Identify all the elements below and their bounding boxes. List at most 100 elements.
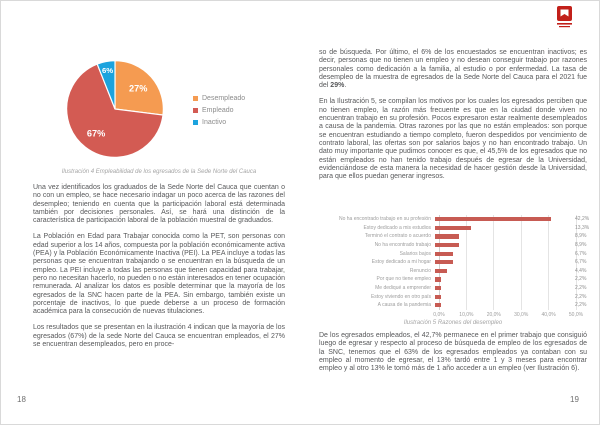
bar-category-label: Estoy dedicado a mis estudios xyxy=(363,224,431,231)
bar-row: No ha encontrado trabajo en su profesión… xyxy=(319,215,590,224)
gridline xyxy=(493,215,495,310)
bold-statistic: 29% xyxy=(330,82,345,90)
paragraph: La Población en Edad para Trabajar conoc… xyxy=(33,233,285,316)
bar-category-label: Salarios bajos xyxy=(399,250,431,257)
bar-category-label: Estoy viviendo en otro país xyxy=(370,293,431,300)
x-axis-tick: 0,0% xyxy=(433,311,445,318)
bar-value-label: 8,9% xyxy=(575,233,587,240)
bar-chart-x-axis: 0,0% 10,0% 20,0% 30,0% 40,0% 50,0% xyxy=(433,311,583,321)
page-number-right: 19 xyxy=(570,395,579,404)
bar-track xyxy=(435,260,572,265)
bar-value-label: 42,2% xyxy=(575,216,590,223)
bar-category-label: Estoy dedicado a mi hogar xyxy=(371,259,431,266)
bar xyxy=(435,260,454,265)
bar xyxy=(435,242,460,248)
bar-row: A causa de la pandemia 2,2% xyxy=(319,301,587,310)
bar-value-label: 6,7% xyxy=(575,259,587,266)
bar-category-label: Me dediqué a emprender xyxy=(375,285,431,292)
pie-slice-desempleado xyxy=(114,60,164,116)
bar-row: Estoy viviendo en otro país 2,2% xyxy=(319,292,587,301)
gridline xyxy=(465,215,467,310)
x-axis-tick: 10,0% xyxy=(459,311,474,318)
bar-value-label: 8,9% xyxy=(575,242,587,249)
pie-slice-label: 67% xyxy=(87,129,105,139)
left-page: 27% 67% 6% Desempleado Empleado Inactivo Ilu… xyxy=(33,1,285,424)
right-page-text-bottom: De los egresados empleados, el 42,7% per… xyxy=(319,332,587,381)
bar-category-label: Por que no tiene empleo xyxy=(376,276,431,283)
pie-slice-inactivo xyxy=(96,60,116,110)
bar-chart-figure: No ha encontrado trabajo en su profesión… xyxy=(319,215,590,321)
bar-track xyxy=(435,217,572,222)
bar-value-label: 2,2% xyxy=(575,285,587,292)
bar-track xyxy=(435,303,572,308)
bar-track xyxy=(435,225,572,230)
pie-slice-label: 27% xyxy=(129,84,147,94)
bar xyxy=(435,277,442,282)
bar-track xyxy=(435,285,572,291)
left-page-text: Una vez identificados los graduados de l… xyxy=(33,184,285,357)
bar-track xyxy=(435,277,572,282)
university-logo-icon xyxy=(557,6,572,28)
gridline xyxy=(520,215,522,310)
pie-slice-label: 6% xyxy=(102,66,113,75)
legend-item-desempleado: Desempleado xyxy=(193,95,245,102)
right-page-text: so de búsqueda. Por último, el 6% de los… xyxy=(319,49,587,189)
bar-category-label: Renuncio xyxy=(409,267,431,274)
bar-track xyxy=(435,242,572,248)
bar xyxy=(435,217,551,222)
bar-row: Estoy dedicado a mi hogar 6,7% xyxy=(319,258,587,267)
bar-track xyxy=(435,234,572,239)
bar-row: Estoy dedicado a mis estudios 13,3% xyxy=(319,224,590,233)
bar-row: Renuncio 4,4% xyxy=(319,267,587,276)
bar-row: Salarios bajos 6,7% xyxy=(319,249,587,258)
pie-chart-figure: 27% 67% 6% Desempleado Empleado Inactivo xyxy=(33,51,285,169)
bar-row: Terminó el contrato o acuerdo 8,9% xyxy=(319,232,587,241)
bar xyxy=(435,303,442,308)
gridline xyxy=(548,215,550,310)
legend-swatch-icon xyxy=(193,96,198,101)
paragraph: Una vez identificados los graduados de l… xyxy=(33,184,285,225)
bar-row: Me dediqué a emprender 2,2% xyxy=(319,284,587,293)
legend-swatch-icon xyxy=(193,108,198,113)
figure5-caption: Ilustración 5 Razones del desempleo xyxy=(403,320,503,326)
bar-row: No ha encontrado trabajo 8,9% xyxy=(319,241,587,250)
x-axis-tick: 40,0% xyxy=(541,311,556,318)
bar xyxy=(435,285,442,291)
x-axis-tick: 20,0% xyxy=(486,311,501,318)
bar xyxy=(435,268,448,273)
gridline xyxy=(575,215,577,310)
page-number-left: 18 xyxy=(17,395,26,404)
bar-value-label: 2,2% xyxy=(575,302,587,309)
bar xyxy=(435,234,460,239)
legend-item-empleado: Empleado xyxy=(193,107,245,114)
bar xyxy=(435,294,442,299)
bar-row: Por que no tiene empleo 2,2% xyxy=(319,275,587,284)
bar-track xyxy=(435,294,572,299)
legend-label: Empleado xyxy=(202,107,234,114)
bar-category-label: A causa de la pandemia xyxy=(377,302,431,309)
pie-slice-empleado xyxy=(66,63,164,158)
pie-legend: Desempleado Empleado Inactivo xyxy=(193,95,245,131)
right-page: so de búsqueda. Por último, el 6% de los… xyxy=(319,1,590,424)
legend-label: Inactivo xyxy=(202,119,227,126)
bar-value-label: 6,7% xyxy=(575,250,587,257)
bar xyxy=(435,225,472,230)
bar-value-label: 13,3% xyxy=(575,224,590,231)
x-axis-tick: 50,0% xyxy=(568,311,584,318)
bar-track xyxy=(435,251,572,256)
bar-category-label: Terminó el contrato o acuerdo xyxy=(364,233,431,240)
figure4-caption: Ilustración 4 Empleabilidad de los egres… xyxy=(61,169,257,175)
bar-track xyxy=(435,268,572,273)
bar-value-label: 2,2% xyxy=(575,293,587,300)
bar-chart-rows: No ha encontrado trabajo en su profesión… xyxy=(319,215,590,310)
legend-label: Desempleado xyxy=(202,95,246,102)
bar-category-label: No ha encontrado trabajo en su profesión xyxy=(338,216,431,223)
legend-item-inactivo: Inactivo xyxy=(193,119,245,126)
legend-swatch-icon xyxy=(193,120,198,125)
paragraph: Los resultados que se presentan en la il… xyxy=(33,324,285,349)
paragraph: En la Ilustración 5, se compilan los mot… xyxy=(319,98,587,181)
pie-chart: 27% 67% 6% xyxy=(66,60,164,158)
paragraph: so de búsqueda. Por último, el 6% de los… xyxy=(319,49,587,90)
paragraph: De los egresados empleados, el 42,7% per… xyxy=(319,332,587,373)
bar-category-label: No ha encontrado trabajo xyxy=(374,242,431,249)
